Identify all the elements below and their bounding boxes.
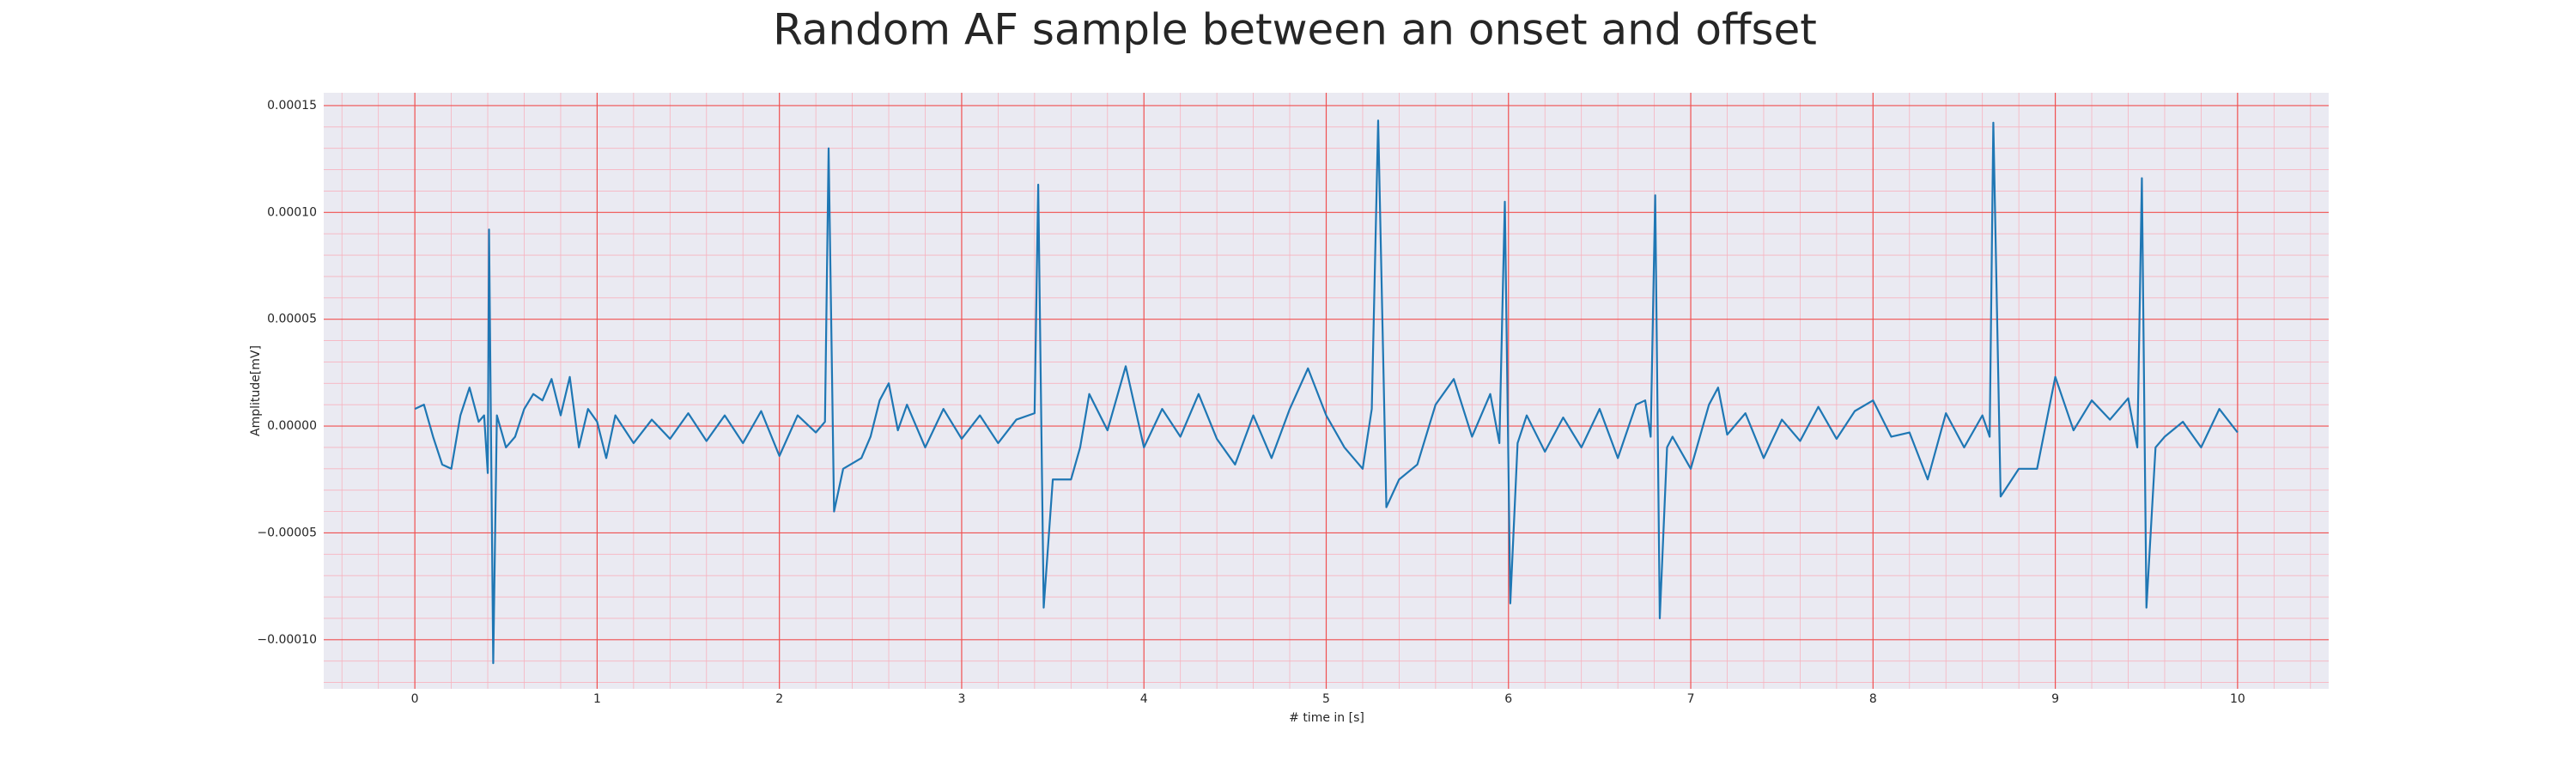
x-tick-label: 5 — [1322, 692, 1330, 706]
y-tick-label: −0.00005 — [257, 526, 317, 539]
x-tick-label: 6 — [1504, 692, 1512, 706]
y-axis-label: Amplitude[mV] — [249, 345, 263, 436]
x-tick-label: 7 — [1687, 692, 1695, 706]
signal-line — [414, 119, 2239, 665]
x-axis-label: # time in [s] — [1289, 711, 1364, 725]
y-tick-label: 0.00000 — [267, 419, 317, 433]
x-tick-label: 3 — [957, 692, 965, 706]
x-tick-label: 4 — [1140, 692, 1148, 706]
x-tick-label: 2 — [775, 692, 783, 706]
x-tick-label: 9 — [2051, 692, 2059, 706]
x-tick-label: 8 — [1869, 692, 1877, 706]
y-tick-label: −0.00010 — [257, 633, 317, 647]
x-tick-label: 0 — [411, 692, 419, 706]
chart-title: Random AF sample between an onset and of… — [773, 5, 1817, 55]
x-tick-label: 10 — [2230, 692, 2245, 706]
y-tick-label: 0.00015 — [267, 99, 317, 113]
y-tick-label: 0.00005 — [267, 313, 317, 326]
y-tick-label: 0.00010 — [267, 205, 317, 219]
x-tick-label: 1 — [593, 692, 601, 706]
